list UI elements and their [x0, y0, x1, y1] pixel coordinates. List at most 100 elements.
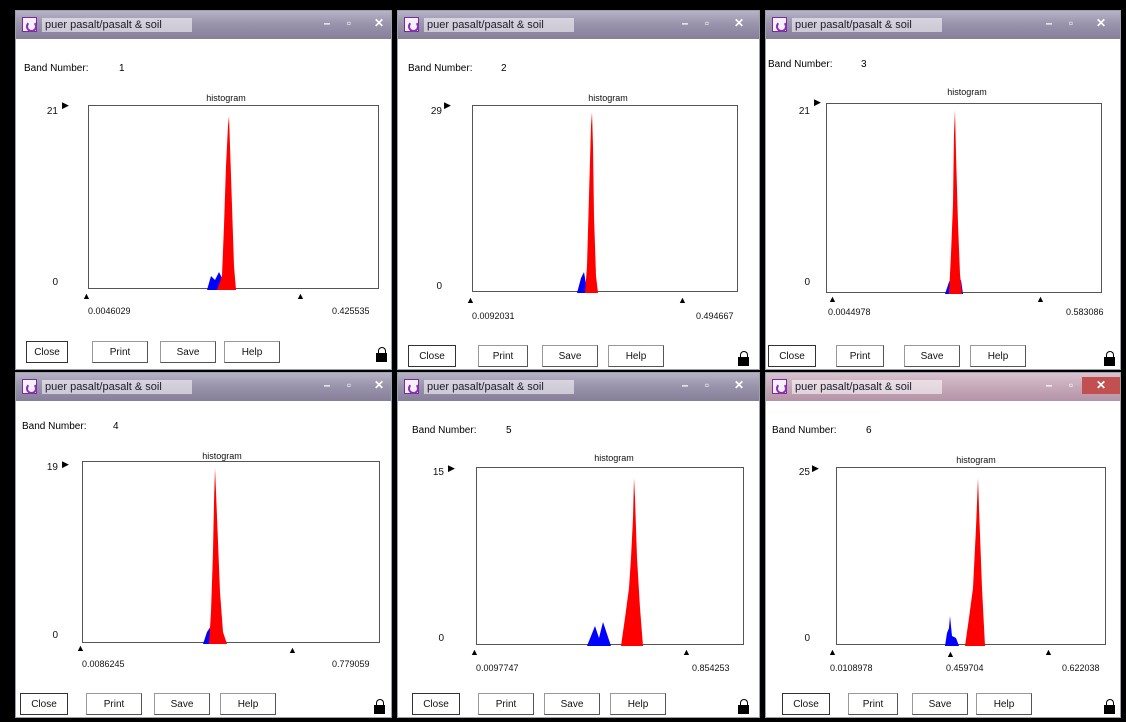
- marker-arrow-icon[interactable]: ▶: [62, 459, 69, 469]
- minimize-icon[interactable]: –: [681, 378, 689, 392]
- histogram-title: histogram: [947, 87, 987, 97]
- minimize-icon[interactable]: –: [1045, 16, 1053, 30]
- help-button[interactable]: Help: [610, 693, 666, 715]
- lock-icon[interactable]: [1104, 351, 1116, 367]
- minimize-icon[interactable]: –: [323, 378, 331, 392]
- title-bar[interactable]: puer pasalt/pasalt & soil – ▫ ✕: [16, 11, 391, 39]
- save-button[interactable]: Save: [160, 341, 216, 363]
- title-bar[interactable]: puer pasalt/pasalt & soil – ▫ ✕: [16, 373, 391, 401]
- range-max-marker[interactable]: ▲: [1044, 647, 1053, 657]
- close-button[interactable]: Close: [768, 345, 816, 367]
- histogram-bars: [587, 478, 643, 646]
- y-axis-min-label: 0: [52, 630, 58, 641]
- band-number-label: Band Number:: [24, 63, 89, 74]
- y-axis-min-label: 0: [436, 281, 442, 292]
- minimize-icon[interactable]: –: [323, 16, 331, 30]
- range-max-marker[interactable]: ▲: [678, 295, 687, 305]
- maximize-icon[interactable]: ▫: [1068, 16, 1074, 30]
- save-button[interactable]: Save: [154, 693, 210, 715]
- print-button[interactable]: Print: [92, 341, 148, 363]
- help-button[interactable]: Help: [220, 693, 276, 715]
- range-max-marker[interactable]: ▲: [1036, 294, 1045, 304]
- range-min-marker[interactable]: ▲: [466, 295, 475, 305]
- range-min-marker[interactable]: ▲: [470, 647, 479, 657]
- close-icon[interactable]: ✕: [373, 378, 385, 392]
- range-max-marker[interactable]: ▲: [296, 291, 305, 301]
- band-number-label: Band Number:: [768, 59, 833, 70]
- red-class-bars: [217, 116, 236, 290]
- close-button[interactable]: Close: [782, 693, 830, 715]
- close-button[interactable]: Close: [20, 693, 68, 715]
- window-title: puer pasalt/pasalt & soil: [792, 380, 942, 394]
- help-button[interactable]: Help: [976, 693, 1032, 715]
- close-icon[interactable]: ✕: [1095, 16, 1107, 30]
- y-axis-max-label: 19: [46, 462, 58, 473]
- window-app-icon: [404, 379, 419, 394]
- minimize-icon[interactable]: –: [681, 16, 689, 30]
- save-button[interactable]: Save: [544, 693, 600, 715]
- y-axis-min-label: 0: [804, 277, 810, 288]
- close-button[interactable]: Close: [412, 693, 460, 715]
- minimize-icon[interactable]: –: [1045, 378, 1053, 392]
- y-axis-max-label: 29: [430, 106, 442, 117]
- maximize-icon[interactable]: ▫: [346, 378, 352, 392]
- histogram-window-band-4: puer pasalt/pasalt & soil – ▫ ✕ Band Num…: [15, 372, 392, 718]
- y-axis-max-label: 25: [798, 467, 810, 478]
- title-bar[interactable]: puer pasalt/pasalt & soil – ▫ ✕: [766, 373, 1120, 401]
- marker-arrow-icon[interactable]: ▶: [444, 100, 451, 110]
- red-class-bars: [949, 110, 962, 294]
- print-button[interactable]: Print: [86, 693, 142, 715]
- lock-icon[interactable]: [374, 699, 386, 715]
- lock-icon[interactable]: [1104, 699, 1116, 715]
- range-min-marker[interactable]: ▲: [76, 643, 85, 653]
- help-button[interactable]: Help: [970, 345, 1026, 367]
- close-button[interactable]: Close: [408, 345, 456, 367]
- print-button[interactable]: Print: [836, 345, 884, 367]
- save-button[interactable]: Save: [542, 345, 598, 367]
- title-bar[interactable]: puer pasalt/pasalt & soil – ▫ ✕: [398, 373, 759, 401]
- marker-arrow-icon[interactable]: ▶: [812, 463, 819, 473]
- histogram-window-band-5: puer pasalt/pasalt & soil – ▫ ✕ Band Num…: [397, 372, 760, 718]
- range-min-marker[interactable]: ▲: [828, 294, 837, 304]
- range-min-label: 0.0046029: [88, 306, 131, 316]
- print-button[interactable]: Print: [478, 693, 534, 715]
- print-button[interactable]: Print: [848, 693, 898, 715]
- help-button[interactable]: Help: [608, 345, 664, 367]
- range-mid-label: 0.459704: [946, 663, 984, 673]
- window-title: puer pasalt/pasalt & soil: [792, 18, 942, 32]
- lock-icon[interactable]: [738, 699, 750, 715]
- range-max-label: 0.779059: [332, 659, 370, 669]
- help-button[interactable]: Help: [224, 341, 280, 363]
- lock-icon[interactable]: [738, 351, 750, 367]
- range-min-marker[interactable]: ▲: [828, 647, 837, 657]
- marker-arrow-icon[interactable]: ▶: [62, 100, 69, 110]
- close-icon[interactable]: ✕: [1082, 377, 1120, 394]
- range-mid-marker[interactable]: ▲: [946, 649, 955, 659]
- close-icon[interactable]: ✕: [733, 378, 745, 392]
- close-icon[interactable]: ✕: [373, 16, 385, 30]
- window-title: puer pasalt/pasalt & soil: [42, 380, 192, 394]
- print-button[interactable]: Print: [478, 345, 528, 367]
- close-button[interactable]: Close: [26, 341, 68, 363]
- histogram-plot: [88, 105, 379, 290]
- title-bar[interactable]: puer pasalt/pasalt & soil – ▫ ✕: [766, 11, 1120, 39]
- marker-arrow-icon[interactable]: ▶: [448, 463, 455, 473]
- band-number-value: 2: [501, 63, 507, 74]
- close-icon[interactable]: ✕: [733, 16, 745, 30]
- range-max-marker[interactable]: ▲: [682, 647, 691, 657]
- lock-icon[interactable]: [376, 347, 388, 363]
- maximize-icon[interactable]: ▫: [704, 378, 710, 392]
- red-class-bars: [209, 468, 227, 644]
- maximize-icon[interactable]: ▫: [346, 16, 352, 30]
- maximize-icon[interactable]: ▫: [1068, 378, 1074, 392]
- marker-arrow-icon[interactable]: ▶: [814, 97, 821, 107]
- range-max-label: 0.622038: [1062, 663, 1100, 673]
- range-max-marker[interactable]: ▲: [288, 645, 297, 655]
- histogram-title: histogram: [588, 93, 628, 103]
- save-button[interactable]: Save: [904, 345, 960, 367]
- title-bar[interactable]: puer pasalt/pasalt & soil – ▫ ✕: [398, 11, 759, 39]
- histogram-window-band-1: puer pasalt/pasalt & soil – ▫ ✕ Band Num…: [15, 10, 392, 370]
- range-min-marker[interactable]: ▲: [82, 291, 91, 301]
- save-button[interactable]: Save: [912, 693, 968, 715]
- maximize-icon[interactable]: ▫: [704, 16, 710, 30]
